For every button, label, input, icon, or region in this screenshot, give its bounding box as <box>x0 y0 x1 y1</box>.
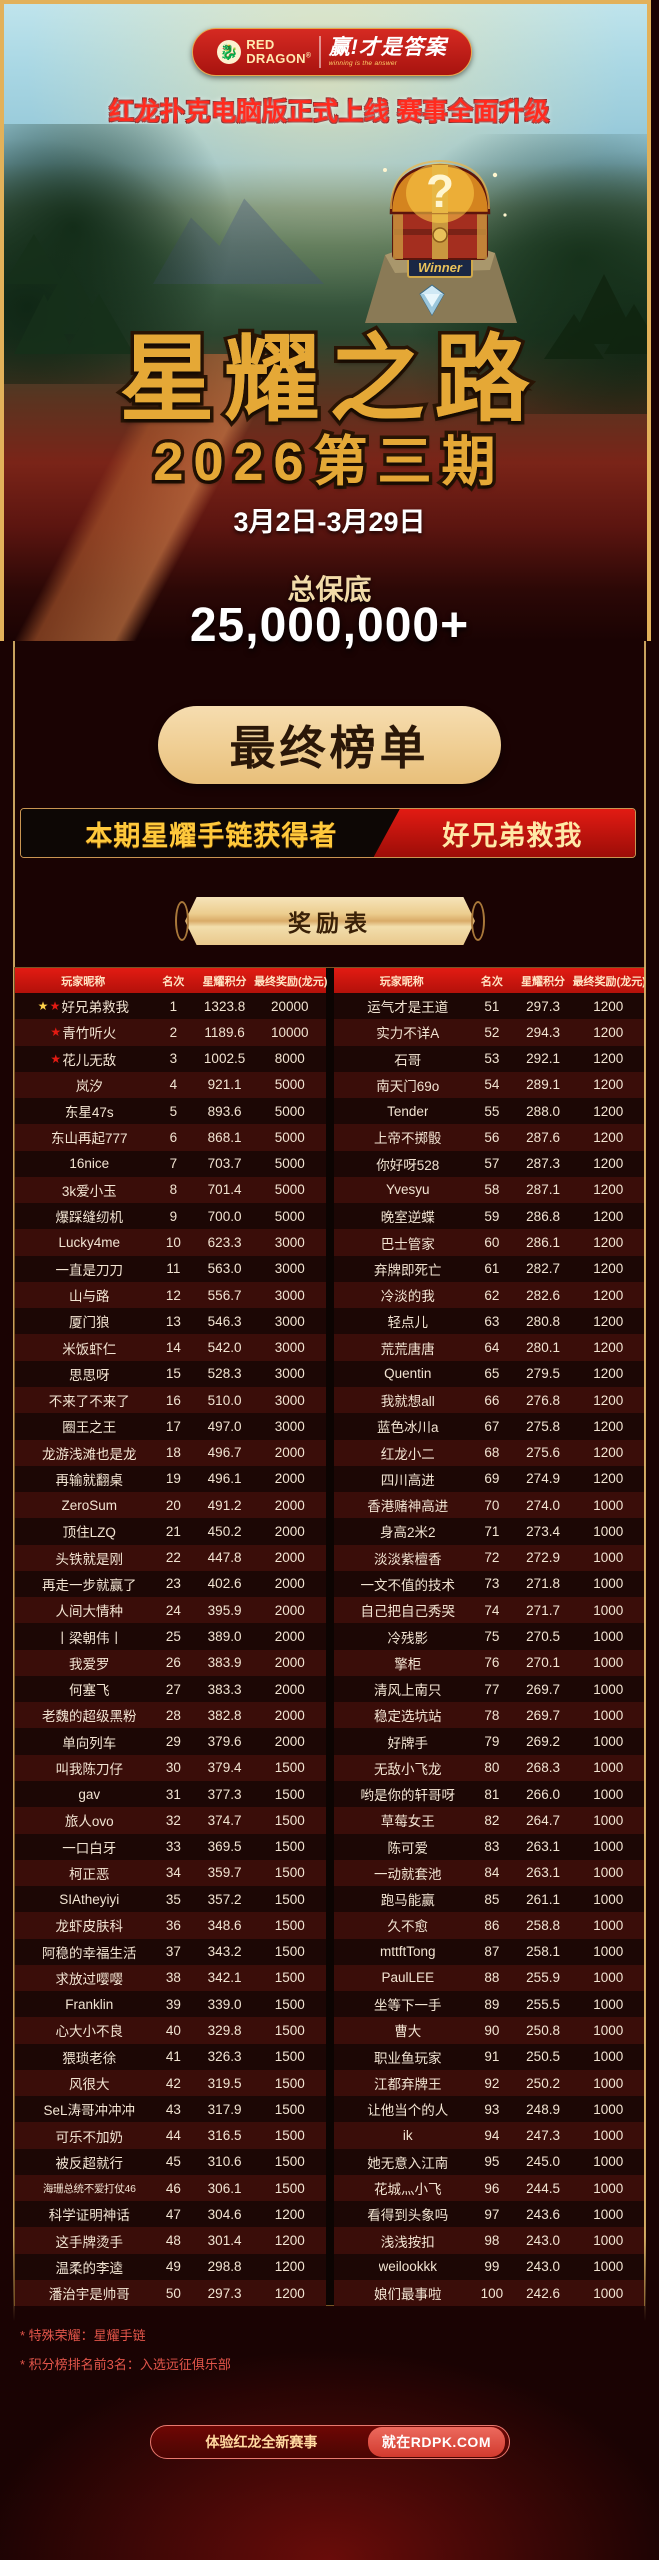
svg-text:Winner: Winner <box>418 260 463 275</box>
svg-text:?: ? <box>426 165 454 217</box>
